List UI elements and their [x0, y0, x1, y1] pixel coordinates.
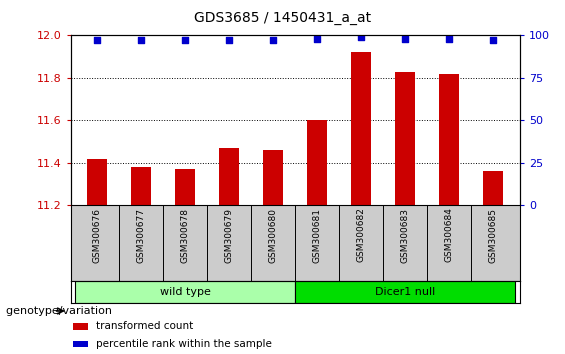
Text: GSM300677: GSM300677	[137, 207, 146, 263]
Bar	[219, 148, 239, 205]
Bar	[131, 167, 151, 205]
Text: GSM300676: GSM300676	[93, 207, 102, 263]
Point	[137, 38, 146, 43]
Point	[181, 38, 190, 43]
Bar	[295, 281, 515, 303]
Point	[401, 36, 410, 42]
Text: GDS3685 / 1450431_a_at: GDS3685 / 1450431_a_at	[194, 11, 371, 25]
Text: Dicer1 null: Dicer1 null	[375, 287, 436, 297]
Text: GSM300683: GSM300683	[401, 207, 410, 263]
Text: GSM300684: GSM300684	[445, 207, 454, 262]
Bar	[73, 341, 88, 347]
Point	[225, 38, 234, 43]
Point	[312, 36, 321, 42]
Text: GSM300685: GSM300685	[489, 207, 498, 263]
Bar	[73, 323, 88, 330]
Bar	[175, 169, 195, 205]
Bar	[351, 52, 371, 205]
Point	[445, 36, 454, 42]
Text: wild type: wild type	[160, 287, 211, 297]
Text: genotype/variation: genotype/variation	[6, 306, 115, 316]
Bar	[87, 159, 107, 205]
Bar	[307, 120, 327, 205]
Text: percentile rank within the sample: percentile rank within the sample	[96, 339, 272, 349]
Text: transformed count: transformed count	[96, 321, 193, 331]
Bar	[484, 171, 503, 205]
Text: GSM300681: GSM300681	[313, 207, 321, 263]
Bar	[75, 281, 295, 303]
Bar	[440, 74, 459, 205]
Bar	[263, 150, 283, 205]
Point	[93, 38, 102, 43]
Text: GSM300679: GSM300679	[225, 207, 234, 263]
Text: GSM300678: GSM300678	[181, 207, 190, 263]
Point	[269, 38, 278, 43]
Point	[489, 38, 498, 43]
Text: GSM300680: GSM300680	[269, 207, 277, 263]
Text: GSM300682: GSM300682	[357, 207, 366, 262]
Point	[357, 34, 366, 40]
Bar	[396, 72, 415, 205]
